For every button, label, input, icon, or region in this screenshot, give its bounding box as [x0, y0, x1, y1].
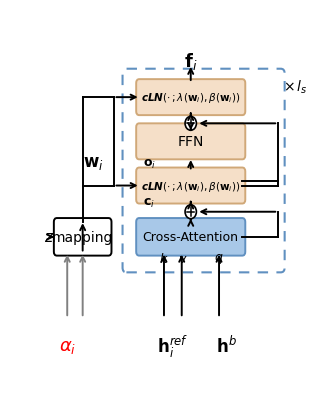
Text: mapping: mapping [52, 230, 113, 244]
Text: $\mathbf{o}_i$: $\mathbf{o}_i$ [143, 157, 156, 170]
Text: $k$: $k$ [159, 252, 169, 265]
Text: $\alpha_i$: $\alpha_i$ [58, 337, 76, 355]
Circle shape [185, 205, 197, 219]
Text: $\mathbf{h}^b$: $\mathbf{h}^b$ [216, 335, 237, 356]
Circle shape [185, 117, 197, 131]
FancyBboxPatch shape [136, 80, 245, 116]
FancyBboxPatch shape [136, 218, 245, 256]
Text: $\boldsymbol{cLN}(\cdot\,;\lambda(\mathbf{w}_i),\beta(\mathbf{w}_i))$: $\boldsymbol{cLN}(\cdot\,;\lambda(\mathb… [141, 179, 240, 193]
Text: $\mathbf{c}_i$: $\mathbf{c}_i$ [143, 197, 155, 210]
FancyBboxPatch shape [54, 218, 112, 256]
FancyBboxPatch shape [136, 168, 245, 204]
Text: Cross-Attention: Cross-Attention [143, 231, 239, 244]
Text: FFN: FFN [178, 135, 204, 149]
Text: $\boldsymbol{cLN}(\cdot\,;\lambda(\mathbf{w}_i),\beta(\mathbf{w}_i))$: $\boldsymbol{cLN}(\cdot\,;\lambda(\mathb… [141, 91, 240, 105]
Text: $q$: $q$ [214, 252, 224, 265]
Text: $z$: $z$ [43, 230, 54, 245]
Text: $\mathbf{f}_i$: $\mathbf{f}_i$ [184, 51, 198, 72]
Text: $\mathbf{h}_i^{ref}$: $\mathbf{h}_i^{ref}$ [157, 333, 189, 359]
FancyBboxPatch shape [136, 124, 245, 160]
Text: $v$: $v$ [178, 252, 187, 265]
Text: $\times\, l_s$: $\times\, l_s$ [283, 78, 308, 96]
Text: $\mathbf{w}_i$: $\mathbf{w}_i$ [83, 153, 103, 171]
